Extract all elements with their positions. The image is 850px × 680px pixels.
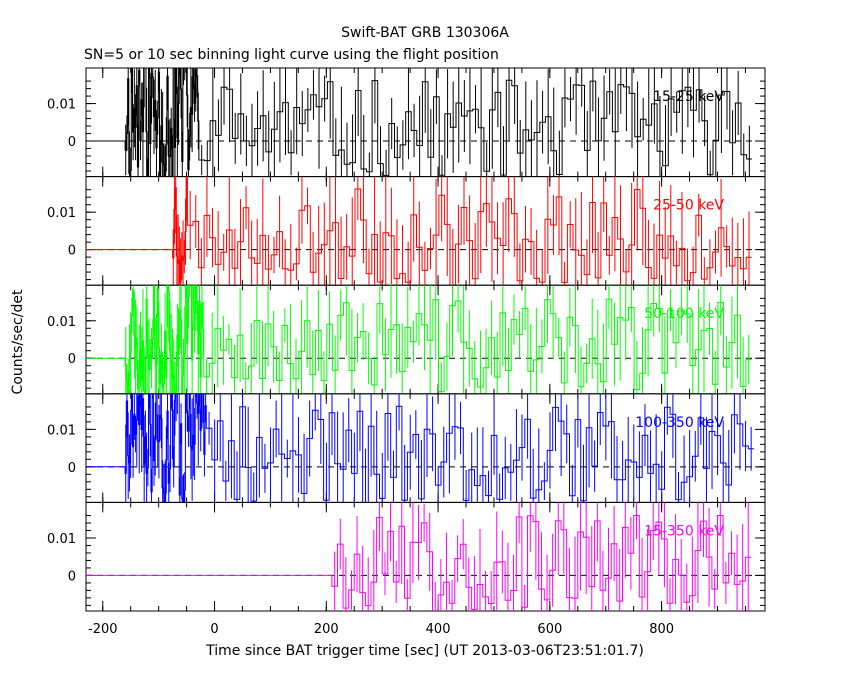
x-tick-label: 400 (426, 622, 451, 637)
y-tick-label: 0 (68, 461, 76, 476)
step-line (86, 176, 752, 286)
x-tick-label: -200 (88, 622, 118, 637)
step-line (86, 515, 751, 611)
chart-subtitle: SN=5 or 10 sec binning light curve using… (84, 47, 499, 63)
step-line (86, 393, 754, 503)
y-tick-label: 0.01 (47, 423, 76, 438)
y-tick-label: 0.01 (47, 206, 76, 221)
x-tick-label: 0 (210, 622, 218, 637)
band-label: 15-25 keV (653, 89, 724, 105)
series-4-curve (86, 393, 754, 503)
panel-frame (85, 393, 766, 503)
x-tick-label: 800 (649, 622, 674, 637)
y-tick-label: 0 (68, 352, 76, 367)
x-tick-label: 600 (537, 622, 562, 637)
panel-3: 0 0.01 50-100 keV (47, 284, 766, 395)
panel-2: 0 0.01 25-50 keV (47, 176, 766, 286)
y-axis-label: Counts/sec/det (10, 289, 26, 394)
step-line (86, 68, 753, 177)
band-label: 25-50 keV (653, 198, 724, 214)
series-3-curve (86, 285, 752, 394)
step-line (86, 285, 752, 394)
band-label: 50-100 keV (644, 306, 724, 322)
chart-title: Swift-BAT GRB 130306A (341, 25, 509, 41)
series-1-curve (86, 68, 753, 177)
y-tick-label: 0.01 (47, 315, 76, 330)
y-tick-label: 0.01 (47, 532, 76, 547)
y-tick-label: 0 (68, 135, 76, 150)
series-2-curve (86, 176, 752, 286)
series-5-curve (86, 502, 751, 611)
y-tick-label: 0 (68, 569, 76, 584)
panel-frame (85, 501, 766, 612)
panel-1: 0 0.01 15-25 keV (47, 67, 766, 178)
x-tick-label: 200 (314, 622, 339, 637)
panel-4: 0 0.01 100-350 keV (47, 393, 766, 503)
panel-5: 0 0.01 15-350 keV -200 0 200 400 600 800 (47, 501, 766, 637)
panels-group: 0 0.01 15-25 keV 0 0.01 25-50 keV 0 0.01 50-100 … (47, 67, 766, 637)
band-label: 15-350 keV (644, 523, 724, 539)
band-label: 100-350 keV (635, 415, 724, 431)
y-tick-label: 0.01 (47, 98, 76, 113)
y-tick-label: 0 (68, 244, 76, 259)
x-axis-label: Time since BAT trigger time [sec] (UT 20… (205, 643, 644, 659)
